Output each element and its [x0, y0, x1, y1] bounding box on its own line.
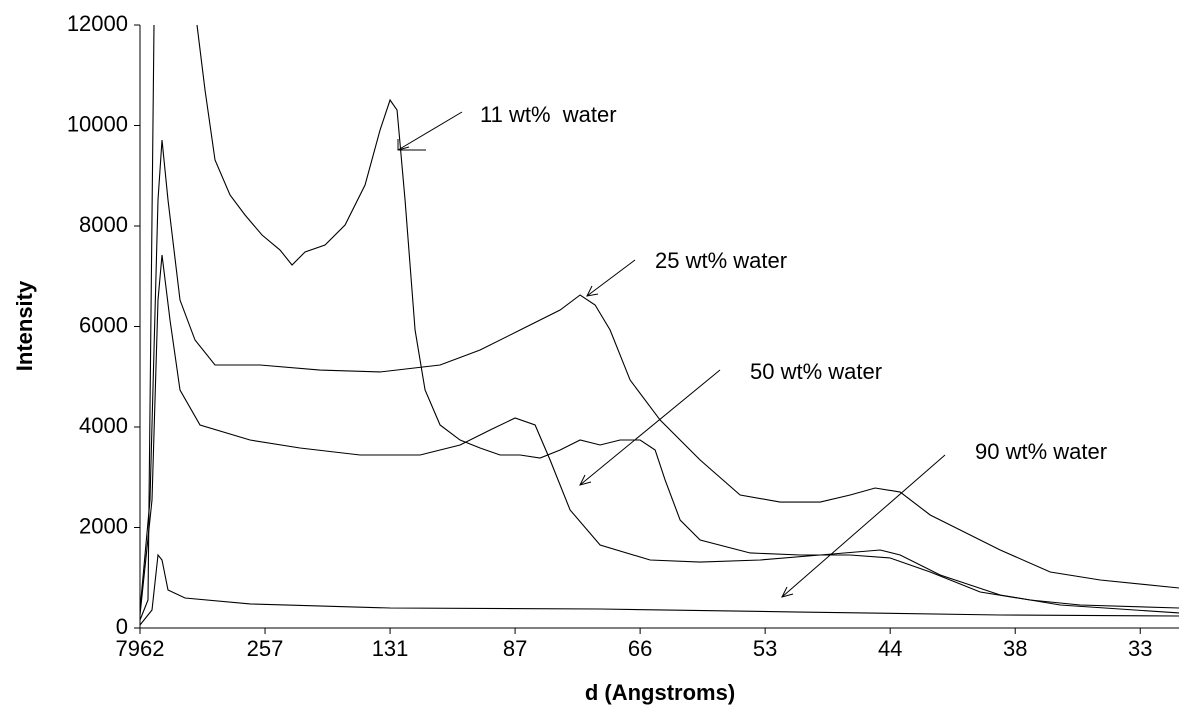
x-axis-label: d (Angstroms): [585, 680, 735, 705]
y-tick-label: 8000: [79, 212, 128, 237]
arrow: [579, 474, 592, 486]
arrow: [586, 285, 599, 297]
annotation-arrows: [397, 111, 946, 598]
series-annotation: 25 wt% water: [655, 248, 787, 273]
series-line: [139, 139, 1179, 611]
y-tick-label: 4000: [79, 413, 128, 438]
arrow: [397, 139, 410, 151]
x-tick-label: 38: [1003, 636, 1027, 661]
series-annotation: 50 wt% water: [750, 359, 882, 384]
series-line: [139, 553, 1179, 626]
x-tick-label: 131: [372, 636, 409, 661]
series-annotation: 90 wt% water: [975, 439, 1107, 464]
x-tick-label: 87: [503, 636, 527, 661]
y-tick-label: 10000: [67, 111, 128, 136]
x-tick-label: 7962: [116, 636, 165, 661]
y-tick-label: 6000: [79, 312, 128, 337]
arrow: [586, 259, 636, 297]
arrow: [781, 454, 946, 598]
y-tick-label: 12000: [67, 11, 128, 36]
series-annotation: 11 wt% water: [480, 102, 617, 127]
x-tick-label: 66: [628, 636, 652, 661]
y-axis-label: Intensity: [12, 280, 37, 371]
x-tick-label: 257: [247, 636, 284, 661]
arrow: [579, 369, 721, 486]
series-line: [139, 254, 1179, 616]
x-tick-label: 53: [753, 636, 777, 661]
y-tick-label: 2000: [79, 513, 128, 538]
series-line: [139, 24, 1179, 621]
y-tick-label: 0: [116, 614, 128, 639]
arrow: [781, 586, 794, 598]
x-tick-label: 33: [1128, 636, 1152, 661]
arrow: [397, 111, 463, 151]
x-tick-label: 44: [878, 636, 902, 661]
